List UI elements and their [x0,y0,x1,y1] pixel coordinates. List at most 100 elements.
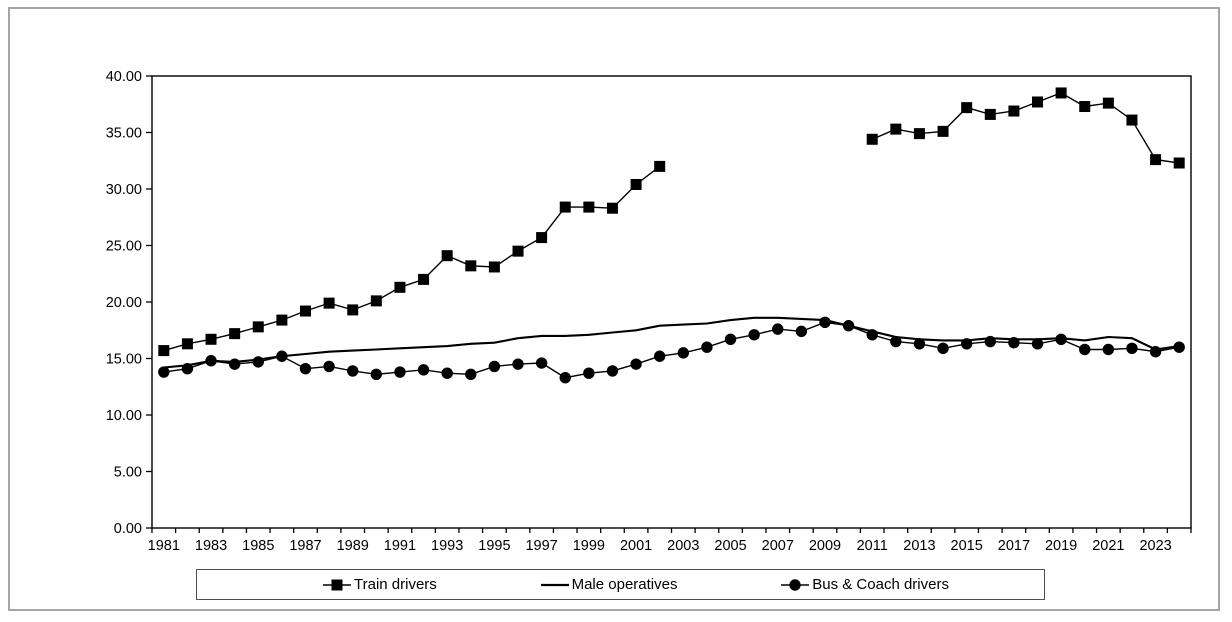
x-tick-label: 2021 [1092,538,1124,554]
marker-square [913,128,925,140]
legend-label-male-operatives: Male operatives [571,576,678,593]
marker-circle [748,329,760,341]
marker-square [1055,87,1067,99]
marker-square [512,245,524,257]
marker-square [654,160,666,172]
marker-square [299,305,311,317]
marker-square [583,201,595,213]
marker-circle [535,357,548,369]
marker-circle [417,364,430,376]
marker-square [984,108,996,120]
marker-circle [819,316,831,329]
marker-square [961,102,973,114]
marker-circle [866,329,878,341]
x-tick-label: 1997 [525,538,557,554]
marker-square [347,304,359,316]
marker-square [323,297,335,309]
marker-square [1173,157,1185,169]
marker-circle [228,358,241,370]
marker-circle [795,325,808,338]
marker-square [418,273,430,285]
marker-circle [1149,346,1162,358]
marker-circle [181,362,194,375]
marker-circle [842,320,855,332]
x-tick-label: 2011 [857,538,888,554]
marker-circle [512,358,524,370]
marker-square [370,295,382,307]
x-tick-label: 1983 [195,538,227,554]
series-train-drivers-line [163,165,661,352]
marker-square [937,125,949,137]
marker-circle [890,335,902,348]
x-tick-label: 2005 [714,538,746,554]
y-tick-label: 15.00 [106,352,142,368]
marker-square [606,202,618,214]
marker-circle [653,350,666,362]
marker-circle [559,372,571,384]
x-tick-label: 2023 [1139,538,1171,554]
legend-item-bus-coach-drivers: Bus & Coach drivers [780,576,949,593]
y-tick-label: 35.00 [106,126,142,142]
marker-circle [276,350,288,362]
marker-square [394,281,406,293]
x-tick-label: 2009 [809,538,841,554]
marker-circle [937,342,949,355]
marker-square [536,232,548,244]
marker-square [252,321,264,333]
legend-label-train-drivers: Train drivers [354,576,437,593]
marker-circle [1008,336,1020,349]
marker-circle [205,355,217,367]
marker-square [181,338,193,350]
marker-square [1008,105,1020,117]
marker-square [866,133,878,145]
marker-square [1032,96,1044,108]
x-tick-label: 2001 [620,538,652,554]
marker-square [1126,114,1138,126]
x-tick-label: 1985 [242,538,274,554]
y-tick-label: 40.00 [106,69,142,85]
marker-circle [606,365,619,377]
x-tick-label: 1999 [573,538,605,554]
marker-circle [465,368,477,381]
y-tick-label: 10.00 [106,408,142,424]
marker-square [158,345,170,357]
marker-square [890,123,902,135]
series-bus-coach-drivers-line [163,321,1180,379]
x-tick-label: 2003 [667,538,699,554]
marker-circle [1173,341,1185,353]
marker-circle [1031,338,1044,350]
marker-circle [347,365,359,377]
marker-circle [677,347,690,359]
marker-circle [158,366,170,378]
marker-square [229,328,241,340]
marker-circle [252,356,264,368]
x-tick-label: 1991 [384,538,416,554]
marker-circle [583,367,595,379]
marker-circle [630,358,642,370]
marker-square [1079,101,1091,113]
marker-circle [960,338,973,350]
y-tick-label: 25.00 [106,239,142,255]
marker-circle [1102,343,1115,356]
x-tick-label: 1981 [148,538,180,554]
marker-square [630,178,642,190]
marker-square [559,201,571,213]
marker-square [276,314,288,326]
marker-circle [441,367,453,379]
marker-circle [370,368,383,381]
marker-circle [394,366,406,378]
y-tick-label: 0.00 [114,521,142,537]
marker-square [488,261,500,273]
x-tick-label: 1993 [431,538,463,554]
marker-circle [1126,342,1138,355]
plot-border [151,75,1192,529]
marker-circle [984,335,996,348]
y-tick-label: 5.00 [114,465,142,481]
legend-label-bus-coach-drivers: Bus & Coach drivers [812,576,949,593]
x-tick-label: 1987 [289,538,321,554]
marker-circle [488,360,501,373]
x-tick-label: 1989 [337,538,369,554]
marker-square [465,260,477,272]
marker-circle [1079,343,1091,356]
